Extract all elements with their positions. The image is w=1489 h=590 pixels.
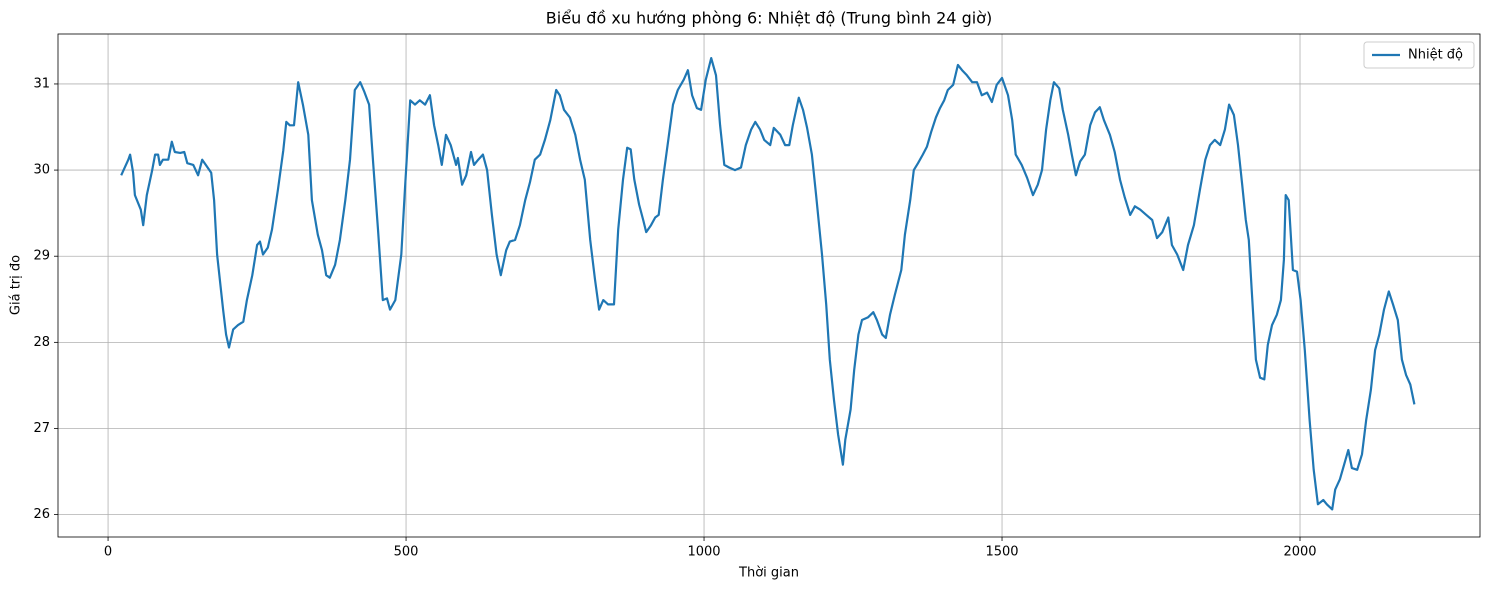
chart-title: Biểu đồ xu hướng phòng 6: Nhiệt độ (Trun… [546, 9, 992, 28]
legend-label: Nhiệt độ [1408, 48, 1463, 63]
y-tick-label: 31 [33, 76, 50, 91]
x-tick-label: 500 [394, 545, 419, 560]
x-axis-label: Thời gian [738, 566, 799, 581]
data-line [120, 57, 1416, 511]
x-tick-label: 1000 [687, 545, 720, 560]
y-tick-label: 26 [33, 507, 50, 522]
y-tick-label: 27 [33, 421, 50, 436]
x-tick-label: 2000 [1283, 545, 1316, 560]
legend-box [1363, 41, 1475, 69]
y-tick-label: 29 [33, 249, 50, 264]
y-axis-label: Giá trị đo [9, 255, 24, 315]
x-tick-label: 1500 [985, 545, 1018, 560]
plot-frame [57, 33, 1481, 538]
y-tick-label: 30 [33, 163, 50, 178]
y-tick-label: 28 [33, 335, 50, 350]
x-tick-label: 0 [104, 545, 112, 560]
